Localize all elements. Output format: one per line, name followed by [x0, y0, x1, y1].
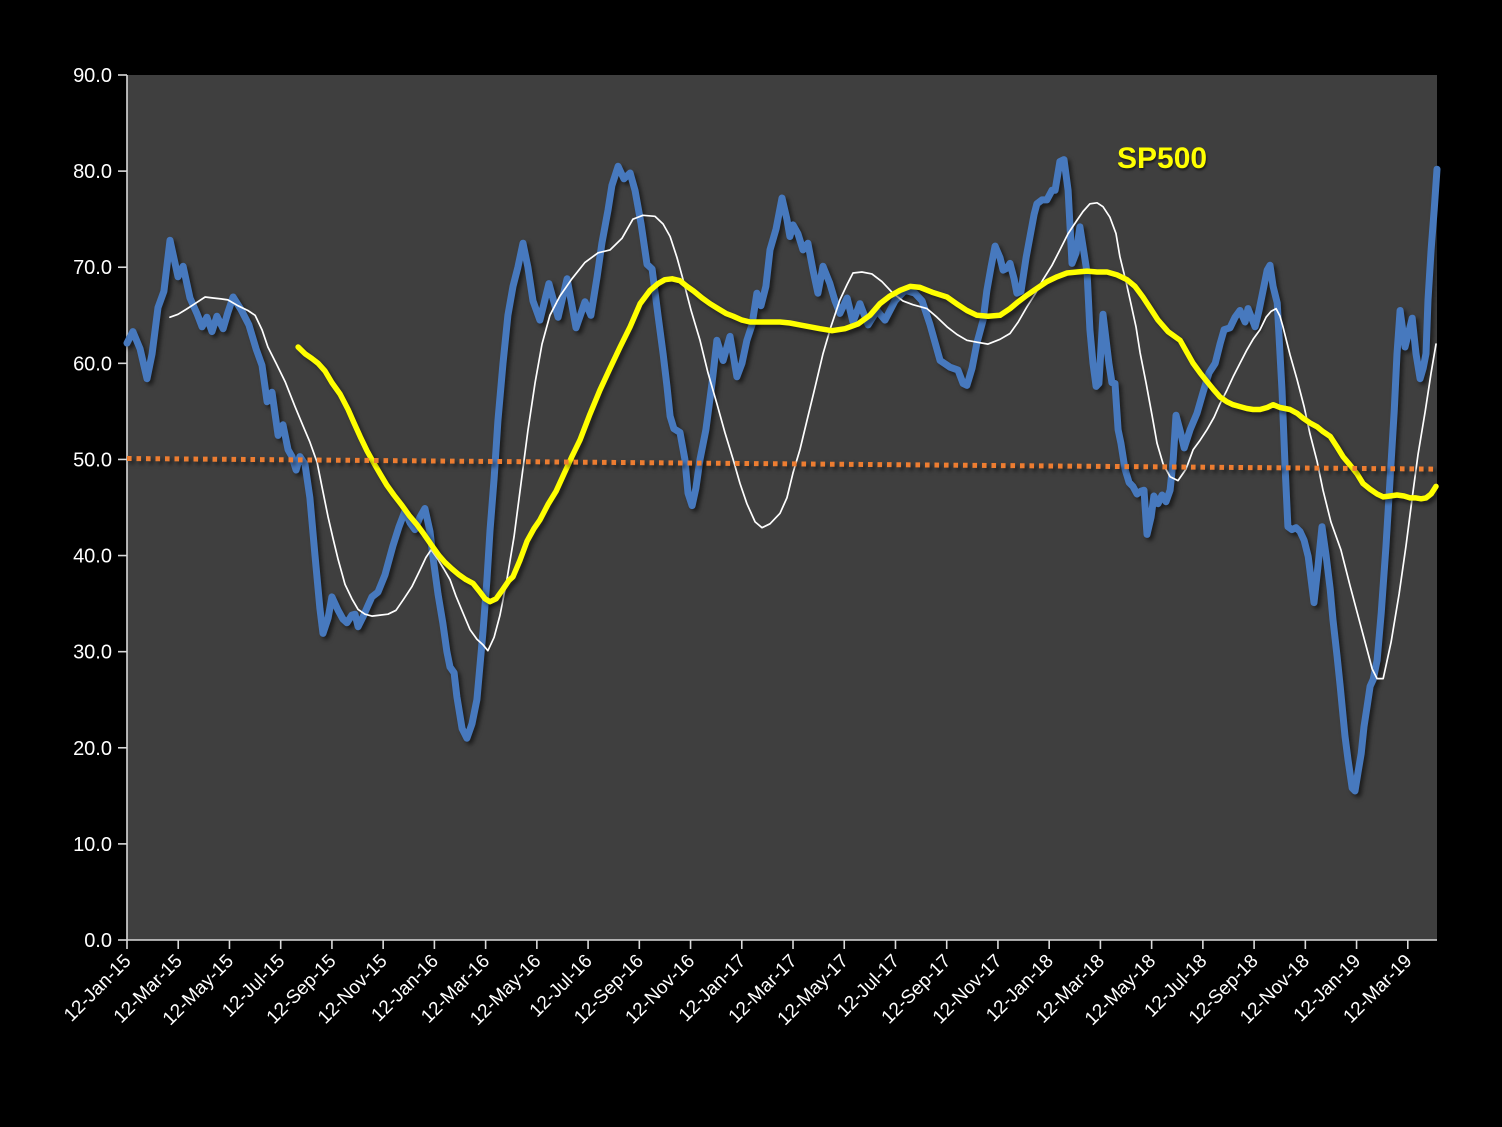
- y-tick-label: 30.0: [73, 642, 112, 664]
- y-tick-label: 60.0: [73, 353, 112, 375]
- y-tick-label: 80.0: [73, 161, 112, 183]
- y-tick-label: 90.0: [73, 65, 112, 87]
- axes: [126, 75, 1437, 941]
- y-tick-label: 70.0: [73, 257, 112, 279]
- series-sp500: [295, 268, 1439, 605]
- y-tick-label: 10.0: [73, 834, 112, 856]
- series-label-sp500: SP500: [1117, 142, 1208, 175]
- y-tick-label: 40.0: [73, 546, 112, 568]
- y-tick-label: 0.0: [84, 930, 112, 952]
- series-oscillator-weekly: [123, 156, 1441, 795]
- series-moving-average-thin: [169, 201, 1437, 680]
- x-axis-ticks: 12-Jan-1512-Mar-1512-May-1512-Jul-1512-S…: [60, 940, 1416, 1030]
- y-tick-label: 50.0: [73, 449, 112, 471]
- y-tick-label: 20.0: [73, 738, 112, 760]
- y-axis-ticks: 0.0 10.0 20.0 30.0 40.0 50.0 60.0 70.0 80.0 90.0: [73, 65, 127, 952]
